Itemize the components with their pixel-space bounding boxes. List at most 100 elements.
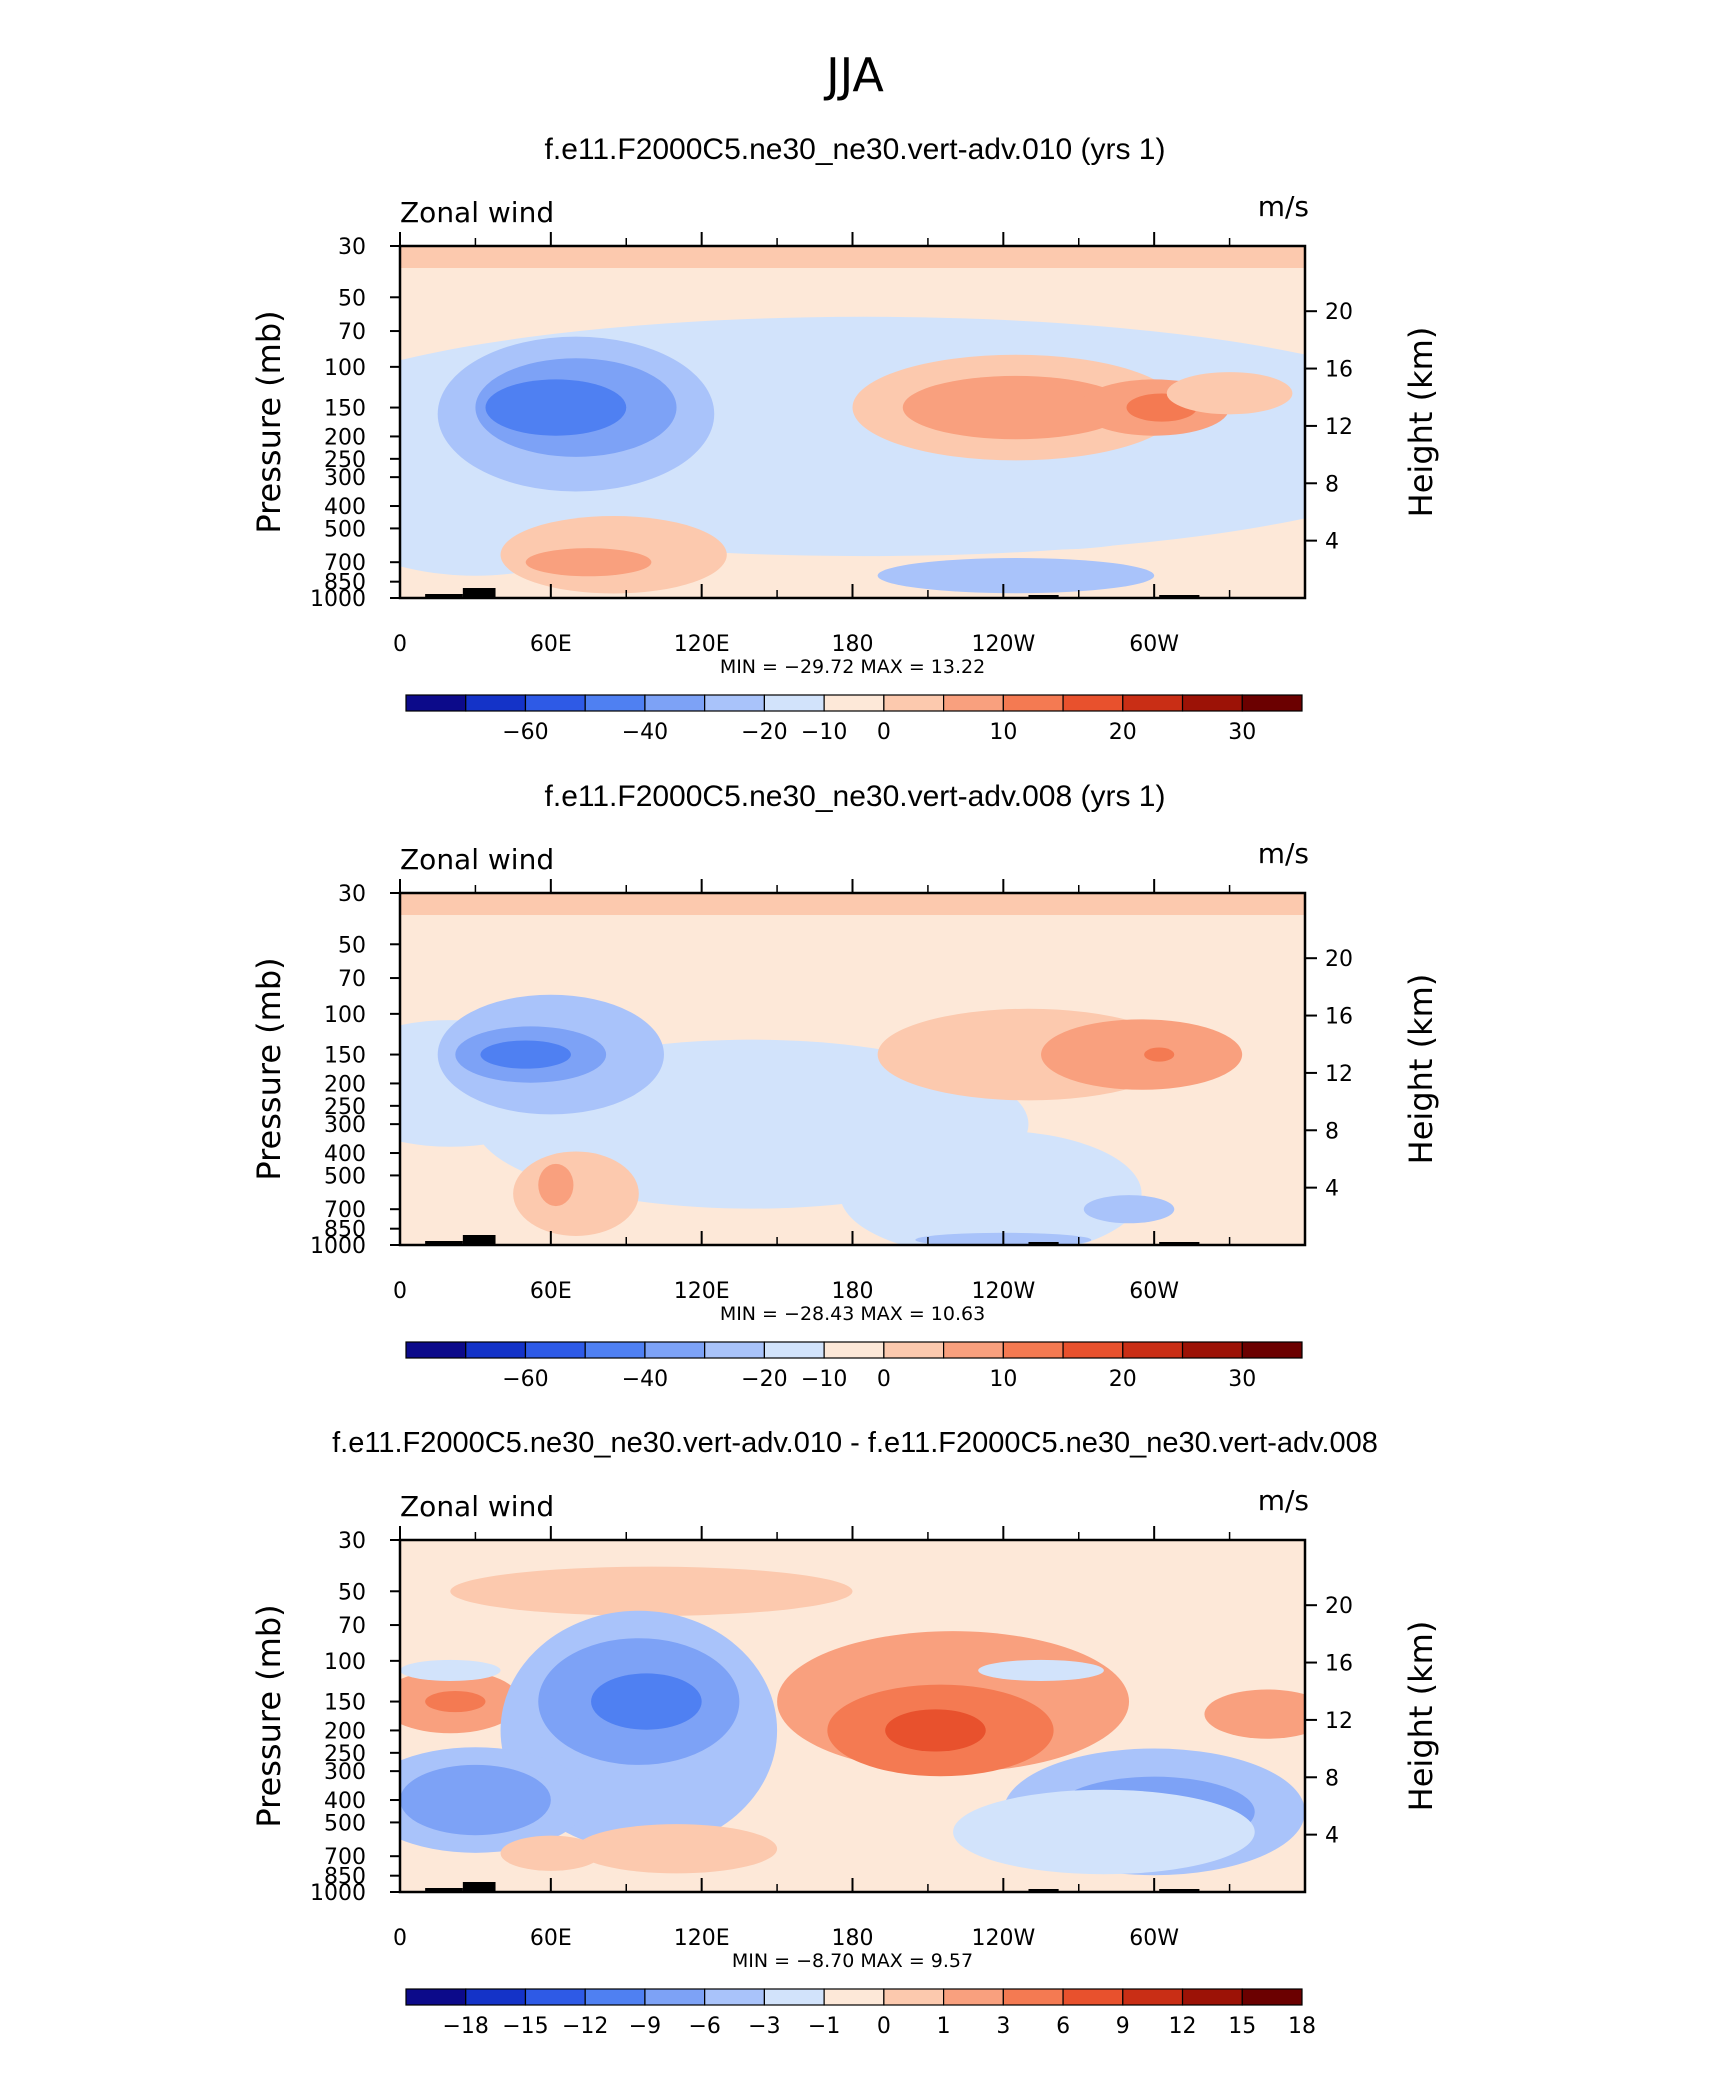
contour-region (953, 507, 1155, 550)
y-tick-label: 150 (324, 1044, 366, 1069)
y-tick-label: 100 (324, 356, 366, 381)
colorbar-label: −1 (808, 2014, 840, 2039)
y-tick-label: 250 (324, 1095, 366, 1120)
colorbar-label: 10 (989, 720, 1017, 745)
y-tick-label: 700 (324, 1845, 366, 1870)
panel-3-chart: 0 60E 120E 180 120W 60W3050701001502002503004… (250, 1484, 1440, 2039)
colorbar-box (942, 694, 1004, 712)
x-tick-label: 60E (530, 1926, 572, 1951)
y2-tick-label: 16 (1325, 1005, 1353, 1030)
panel-2-chart: 0 60E 120E 180 120W 60W3050701001502002503004… (250, 837, 1440, 1392)
colorbar-label: −10 (801, 720, 847, 745)
x-tick-label: 60E (530, 1279, 572, 1304)
colorbar-label: 18 (1288, 2014, 1316, 2039)
colorbar-box (704, 694, 766, 712)
topography (1159, 595, 1200, 598)
colorbar-box (405, 1988, 467, 2006)
panel-1-title: f.e11.F2000C5.ne30_ne30.vert-adv.010 (yr… (544, 133, 1166, 166)
y-tick-label: 850 (324, 571, 366, 596)
y-tick-label: 500 (324, 517, 366, 542)
contour-region (1083, 1195, 1175, 1224)
y-tick-label: 30 (338, 235, 366, 260)
colorbar-label: −12 (562, 2014, 608, 2039)
y2-axis-title: Height (km) (1402, 974, 1440, 1165)
contour-region (1144, 1047, 1175, 1062)
x-tick-label: 60W (1129, 1279, 1179, 1304)
y2-tick-label: 12 (1325, 1062, 1353, 1087)
colorbar-label: 0 (877, 2014, 891, 2039)
colorbar-label: 0 (877, 1367, 891, 1392)
colorbar-label: 20 (1109, 1367, 1137, 1392)
contour-region (591, 1673, 702, 1730)
colorbar-box (524, 694, 586, 712)
colorbar-label: 15 (1228, 2014, 1256, 2039)
x-tick-label: 120W (971, 632, 1035, 657)
colorbar-label: −40 (622, 720, 668, 745)
topography (462, 588, 496, 598)
y-tick-label: 1000 (310, 1881, 366, 1906)
colorbar-label: 10 (989, 1367, 1017, 1392)
y-tick-label: 50 (338, 286, 366, 311)
x-tick-label: 0 (393, 1279, 407, 1304)
topography (1028, 595, 1059, 598)
y-tick-label: 30 (338, 882, 366, 907)
min-max-label: MIN = −29.72 MAX = 13.22 (720, 656, 985, 678)
contour-fill-group (400, 246, 1305, 598)
y2-axis-title: Height (km) (1402, 327, 1440, 518)
contour-region (485, 379, 627, 436)
contour-region (513, 1151, 639, 1236)
colorbar-label: 30 (1228, 1367, 1256, 1392)
contour-band (400, 893, 1305, 915)
x-tick-label: 120W (971, 1926, 1035, 1951)
y-axis-title: Pressure (mb) (250, 1604, 288, 1827)
contour-region (885, 1709, 986, 1752)
topography (425, 1241, 463, 1245)
y-tick-label: 300 (324, 1760, 366, 1785)
topography (425, 1888, 463, 1892)
y-tick-label: 50 (338, 1580, 366, 1605)
colorbar-label: −60 (502, 1367, 548, 1392)
colorbar-box (1181, 694, 1243, 712)
y-tick-label: 200 (324, 425, 366, 450)
colorbar-label: −40 (622, 1367, 668, 1392)
contour-region (400, 1659, 501, 1681)
y-tick-label: 200 (324, 1719, 366, 1744)
colorbar-box (584, 694, 646, 712)
contour-band (400, 246, 1305, 268)
y-tick-label: 200 (324, 1072, 366, 1097)
contour-region (978, 1659, 1104, 1681)
y2-axis-title: Height (km) (1402, 1621, 1440, 1812)
colorbar-box (1062, 1341, 1124, 1359)
colorbar-box (584, 1341, 646, 1359)
topography (462, 1235, 496, 1245)
units-label: m/s (1258, 1484, 1309, 1517)
colorbar-box (883, 694, 945, 712)
y-tick-label: 500 (324, 1164, 366, 1189)
contour-region (877, 558, 1155, 594)
colorbar-box (1122, 1988, 1184, 2006)
contour-region (1166, 372, 1293, 415)
y-tick-label: 700 (324, 551, 366, 576)
y2-tick-label: 8 (1325, 472, 1339, 497)
y-tick-label: 150 (324, 397, 366, 422)
contour-region (902, 375, 1130, 440)
units-label: m/s (1258, 190, 1309, 223)
panel-2-title: f.e11.F2000C5.ne30_ne30.vert-adv.008 (yr… (544, 780, 1166, 813)
y-axis-title: Pressure (mb) (250, 310, 288, 533)
contour-region (480, 1040, 571, 1069)
colorbar-box (704, 1988, 766, 2006)
colorbar-box (883, 1341, 945, 1359)
colorbar-box (704, 1341, 766, 1359)
colorbar-box (1241, 1988, 1303, 2006)
y-tick-label: 400 (324, 1789, 366, 1814)
colorbar-box (524, 1341, 586, 1359)
colorbar-label: −15 (502, 2014, 548, 2039)
colorbar-box (763, 1341, 825, 1359)
min-max-label: MIN = −28.43 MAX = 10.63 (720, 1303, 985, 1325)
colorbar-box (1241, 1341, 1303, 1359)
y-axis-title: Pressure (mb) (250, 957, 288, 1180)
colorbar-box (465, 694, 527, 712)
panel-1-chart: 0 60E 120E 180 120W 60W3050701001502002503004… (250, 190, 1440, 745)
contour-region (525, 548, 652, 577)
colorbar-box (763, 694, 825, 712)
